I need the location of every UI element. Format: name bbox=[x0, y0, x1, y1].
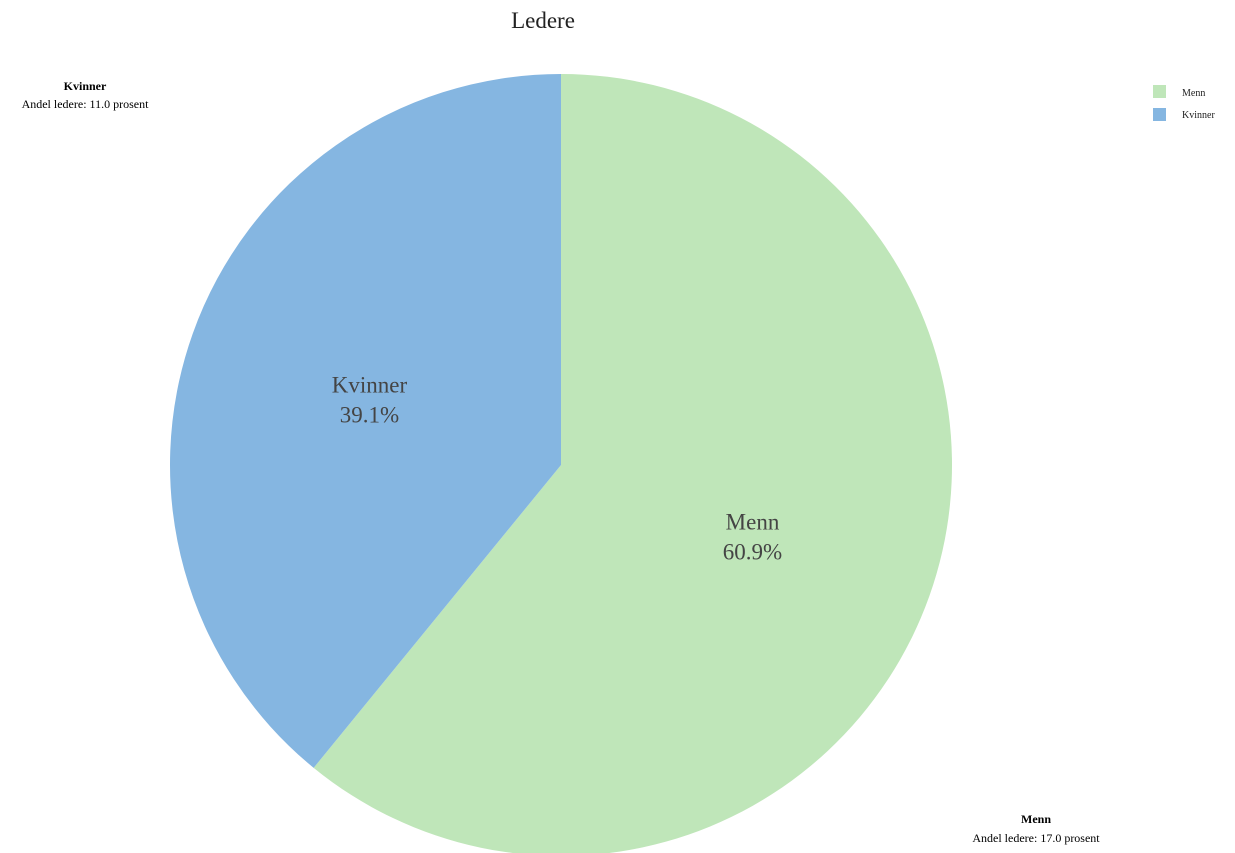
annotation-kvinner: Kvinner Andel ledere: 11.0 prosent bbox=[22, 79, 150, 111]
slice-labels: Menn 60.9% Kvinner 39.1% bbox=[332, 373, 782, 565]
annotation-kvinner-title: Kvinner bbox=[64, 79, 107, 93]
annotation-menn-title: Menn bbox=[1021, 812, 1051, 826]
slice-percent-kvinner: 39.1% bbox=[340, 403, 399, 428]
slice-label-menn: Menn bbox=[726, 509, 780, 534]
annotation-kvinner-text: Andel ledere: 11.0 prosent bbox=[22, 97, 150, 111]
pie-slices bbox=[170, 74, 952, 853]
slice-label-kvinner: Kvinner bbox=[332, 373, 408, 398]
annotation-menn: Menn Andel ledere: 17.0 prosent bbox=[972, 812, 1100, 845]
chart-title: Ledere bbox=[511, 8, 575, 33]
legend-label-menn[interactable]: Menn bbox=[1182, 88, 1205, 99]
legend-swatch-kvinner[interactable] bbox=[1153, 108, 1166, 121]
pie-slice-menn[interactable] bbox=[313, 74, 952, 853]
annotation-menn-text: Andel ledere: 17.0 prosent bbox=[972, 831, 1100, 845]
pie-slice-kvinner[interactable] bbox=[170, 74, 561, 768]
legend: Menn Kvinner bbox=[1153, 85, 1215, 121]
legend-label-kvinner[interactable]: Kvinner bbox=[1182, 110, 1215, 121]
legend-swatch-menn[interactable] bbox=[1153, 85, 1166, 98]
slice-percent-menn: 60.9% bbox=[723, 539, 782, 564]
